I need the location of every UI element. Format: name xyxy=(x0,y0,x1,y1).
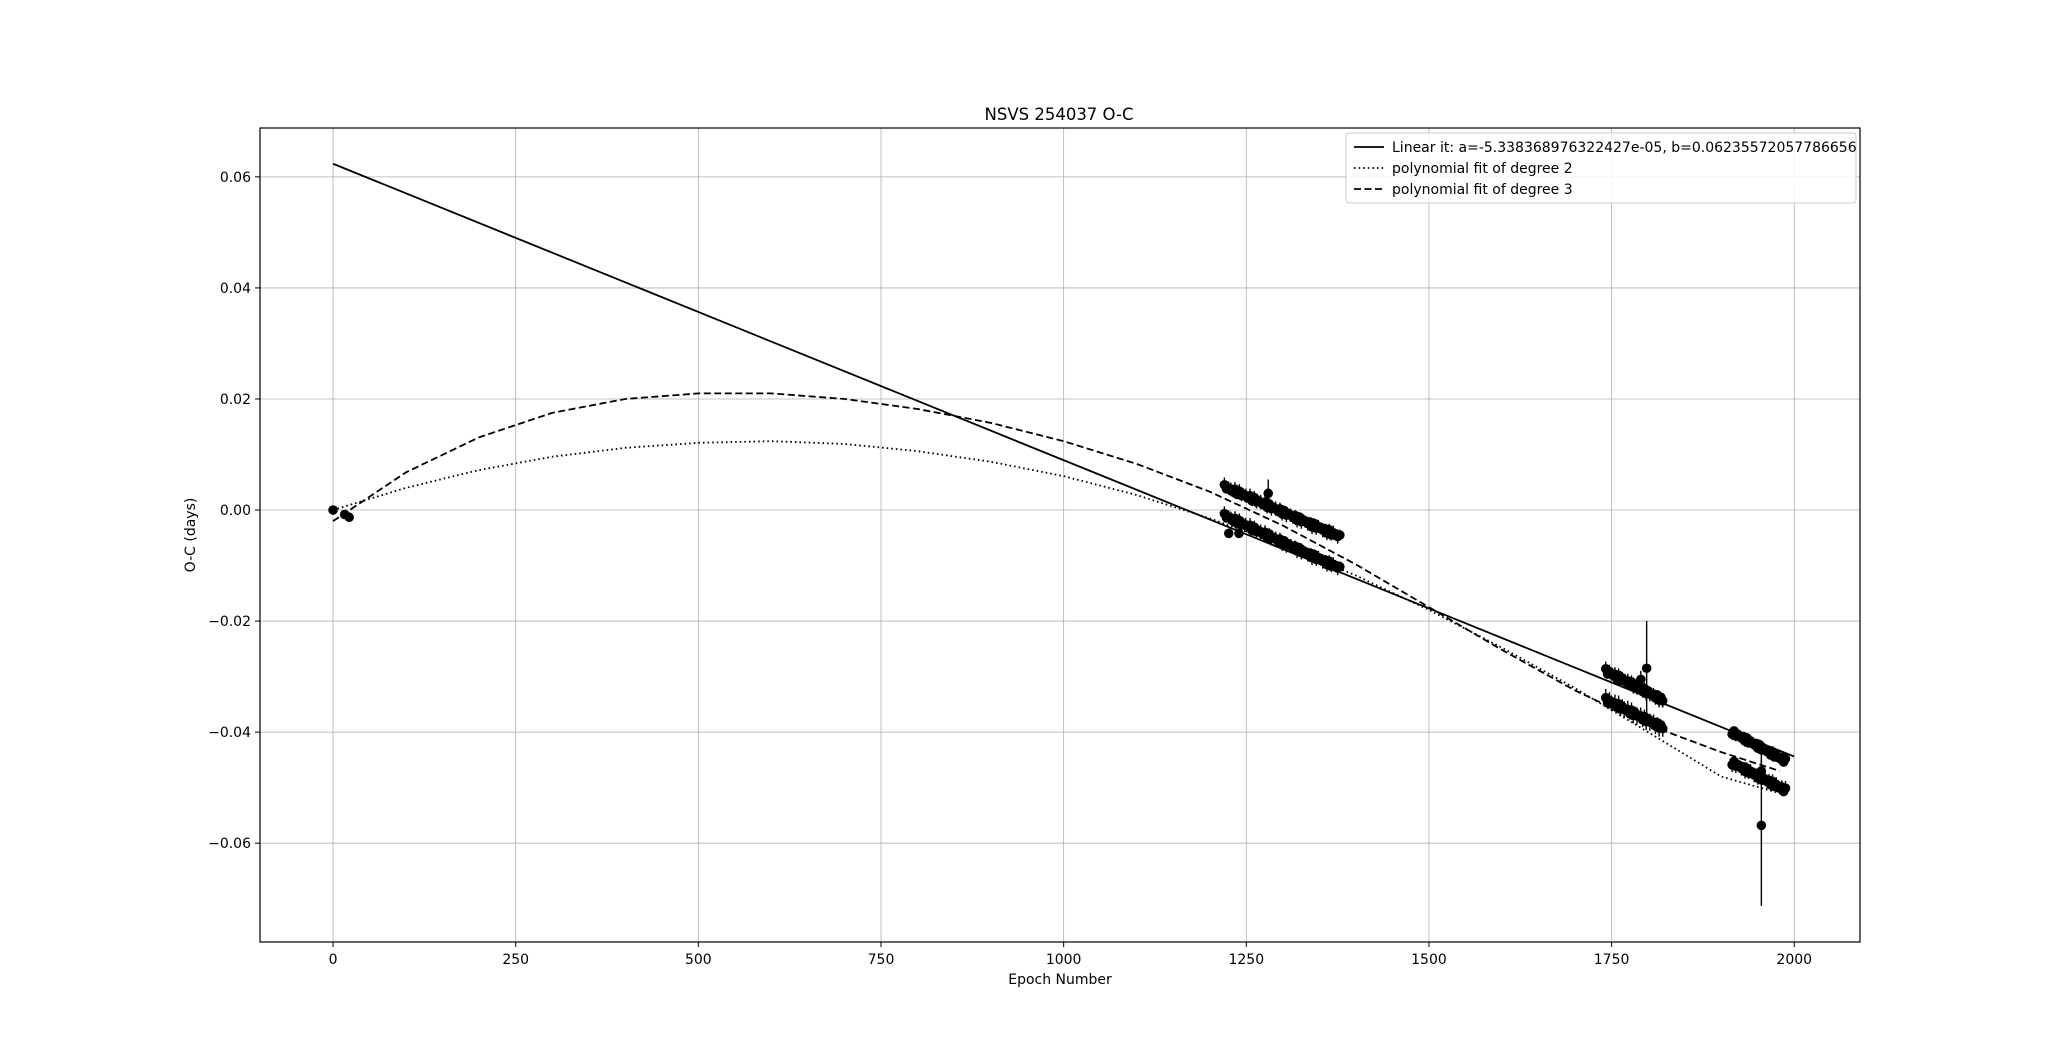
data-point-203 xyxy=(1780,752,1791,765)
legend-label-0: Linear it: a=-5.338368976322427e-05, b=0… xyxy=(1392,140,1857,156)
series-line-0 xyxy=(332,162,1795,758)
x-axis-ticks: 0 250 500 750 1000 1250 1500 1750 2000 xyxy=(329,942,1812,968)
data-point-marker-109 xyxy=(1335,561,1345,572)
data-point-marker-243 xyxy=(1756,766,1767,776)
data-point-239 xyxy=(1223,528,1234,539)
y-tick-label-6: 0.06 xyxy=(220,170,251,186)
grid xyxy=(260,128,1860,942)
data-point-241 xyxy=(1636,671,1646,688)
data-point-240 xyxy=(1641,621,1652,716)
x-axis-label: Epoch Number xyxy=(1008,972,1112,988)
y-tick-label-2: −0.02 xyxy=(208,614,251,630)
data-point-marker-239 xyxy=(1223,528,1234,539)
y-tick-label-3: 0.00 xyxy=(220,503,251,519)
x-tick-label-6: 1500 xyxy=(1411,952,1447,968)
data-point-109 xyxy=(1335,561,1345,573)
data-point-234 xyxy=(328,505,338,515)
data-point-marker-236 xyxy=(344,512,354,523)
data-point-236 xyxy=(344,512,354,523)
y-axis-label: O-C (days) xyxy=(183,498,199,573)
y-tick-label-4: 0.02 xyxy=(220,392,251,408)
y-tick-label-0: −0.06 xyxy=(208,836,251,852)
plot-frame xyxy=(259,127,1861,943)
x-tick-label-4: 1000 xyxy=(1046,952,1082,968)
data-point-marker-173 xyxy=(1657,723,1668,734)
data-point-238 xyxy=(1234,528,1244,539)
legend: Linear it: a=-5.338368976322427e-05, b=0… xyxy=(1345,132,1857,204)
data-point-141 xyxy=(1657,694,1668,708)
data-point-marker-241 xyxy=(1636,674,1646,685)
data-point-237 xyxy=(1263,479,1274,508)
data-point-marker-240 xyxy=(1641,663,1652,674)
data-point-233 xyxy=(1780,780,1791,796)
x-tick-label-0: 0 xyxy=(329,952,338,968)
data-point-marker-203 xyxy=(1780,753,1791,764)
data-point-marker-233 xyxy=(1780,783,1791,793)
data-point-marker-238 xyxy=(1234,528,1244,539)
data-point-54 xyxy=(1335,529,1345,541)
data-point-marker-54 xyxy=(1335,530,1345,540)
y-axis-ticks: −0.06 −0.04 −0.02 0.00 0.02 0.04 0.06 xyxy=(208,170,260,852)
data-point-173 xyxy=(1657,720,1668,737)
chart-title: NSVS 254037 O-C xyxy=(985,105,1134,124)
x-tick-label-7: 1750 xyxy=(1594,952,1630,968)
legend-label-2: polynomial fit of degree 3 xyxy=(1392,182,1573,198)
x-tick-label-3: 750 xyxy=(868,952,895,968)
plot-contents xyxy=(328,162,1795,906)
data-point-marker-242 xyxy=(1756,820,1767,831)
y-tick-label-1: −0.04 xyxy=(208,725,251,741)
data-point-marker-237 xyxy=(1263,488,1274,499)
data-point-243 xyxy=(1756,759,1767,783)
data-point-marker-234 xyxy=(328,505,338,515)
x-tick-label-5: 1250 xyxy=(1228,952,1264,968)
data-point-marker-141 xyxy=(1657,696,1668,706)
x-tick-label-1: 250 xyxy=(502,952,529,968)
legend-box xyxy=(1345,132,1857,204)
series-line-2 xyxy=(332,392,1780,772)
x-tick-label-2: 500 xyxy=(685,952,712,968)
legend-label-1: polynomial fit of degree 2 xyxy=(1392,161,1573,177)
x-tick-label-8: 2000 xyxy=(1776,952,1812,968)
y-tick-label-5: 0.04 xyxy=(220,281,251,297)
